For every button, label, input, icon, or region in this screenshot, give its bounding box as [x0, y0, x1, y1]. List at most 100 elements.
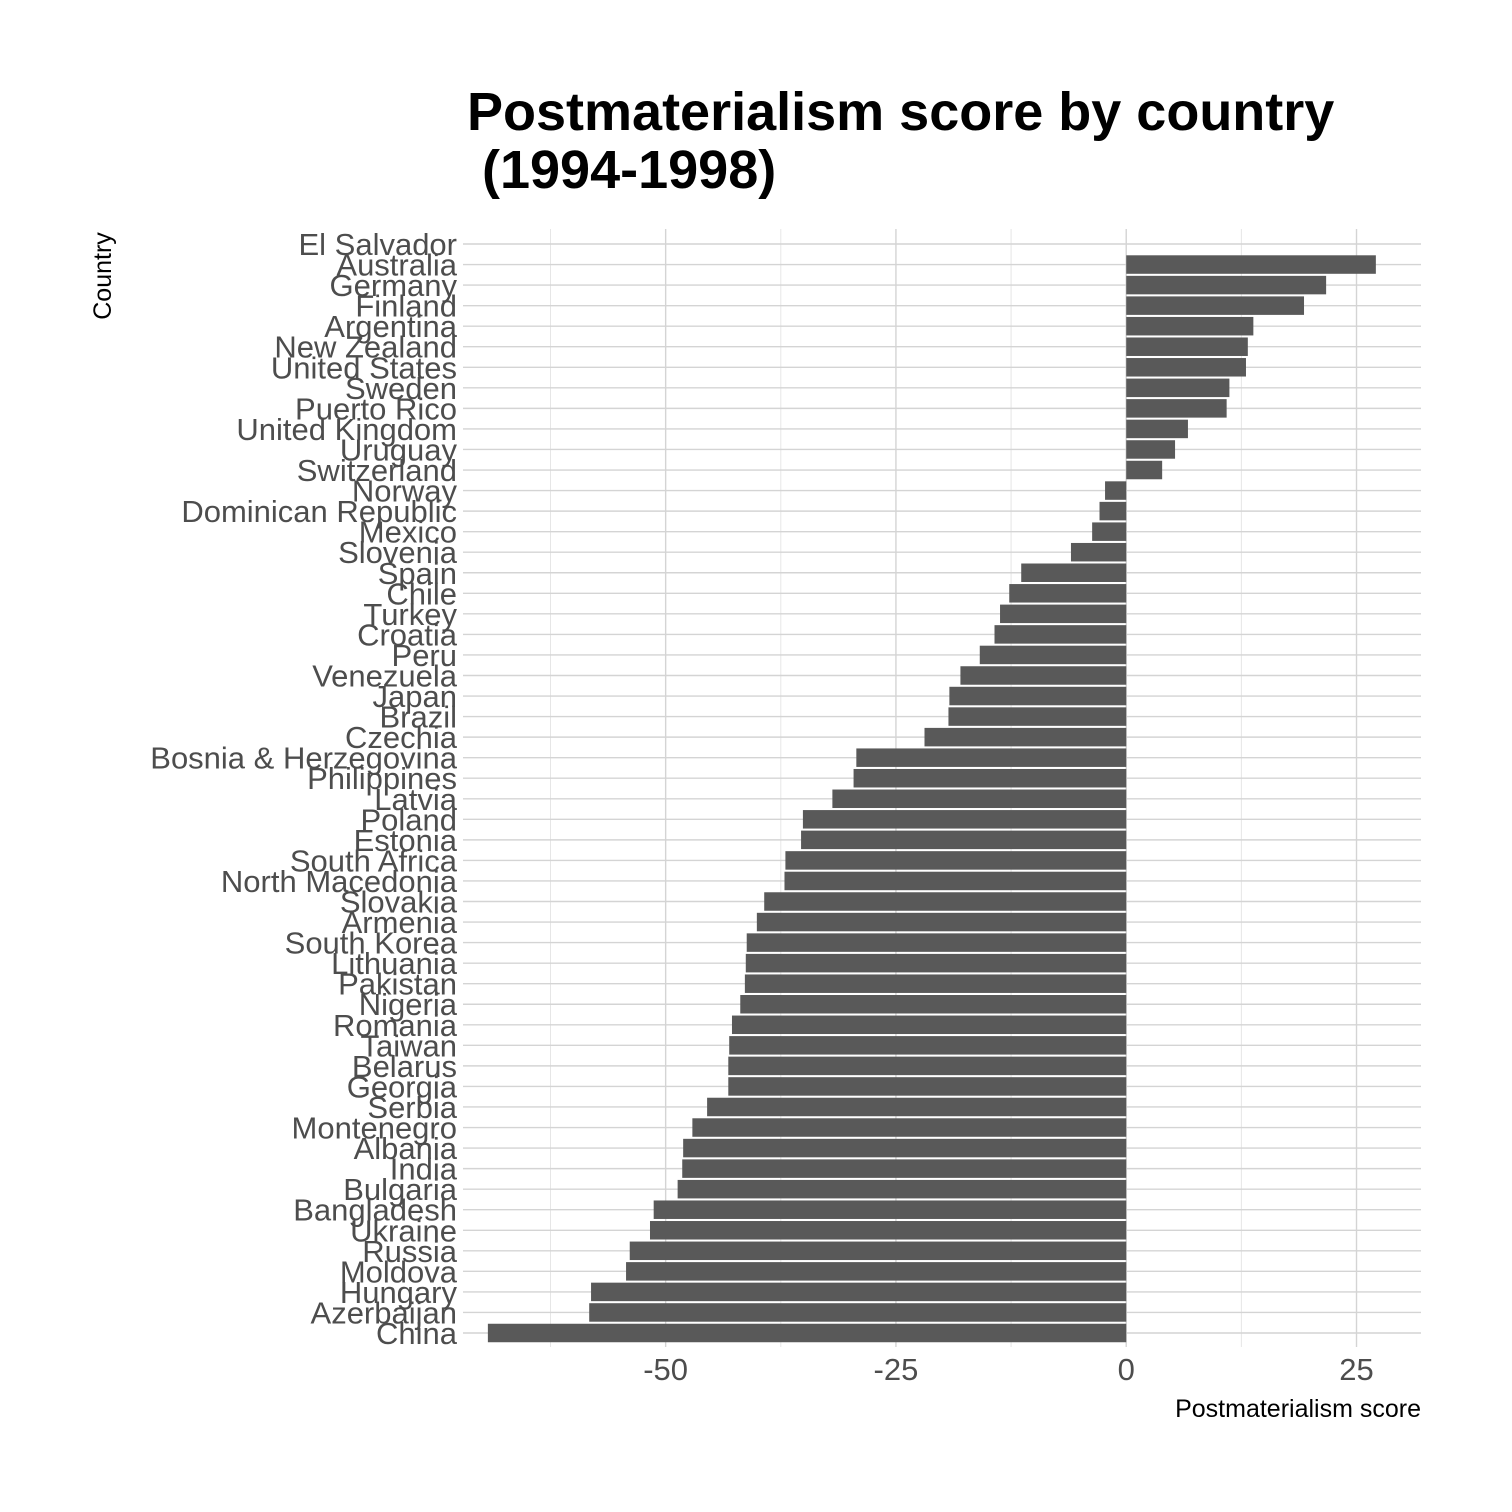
y-tick-label: Romania	[333, 1008, 458, 1043]
bar	[949, 686, 1127, 706]
bar	[994, 625, 1127, 644]
bar	[746, 933, 1127, 952]
y-tick-label: United Kingdom	[236, 412, 457, 447]
bar	[1126, 316, 1254, 336]
bar	[626, 1262, 1127, 1281]
y-tick-label: Bangladesh	[293, 1193, 457, 1228]
y-tick-label: Serbia	[367, 1090, 457, 1125]
y-tick-label: Estonia	[354, 823, 458, 858]
y-tick-label: Spain	[378, 556, 457, 591]
bar	[731, 1015, 1127, 1035]
y-tick-label: New Zealand	[274, 330, 457, 365]
y-tick-label: Bosnia & Herzegovina	[150, 741, 457, 776]
y-tick-label: Croatia	[357, 617, 458, 652]
bar	[1126, 419, 1188, 439]
bar	[1000, 604, 1127, 624]
y-tick-label: Sweden	[345, 371, 457, 406]
y-tick-label: Norway	[352, 474, 458, 509]
bar	[1070, 542, 1127, 562]
y-tick-label: Venezuela	[312, 658, 458, 693]
y-tick-label: North Macedonia	[221, 864, 458, 899]
y-tick-label: Poland	[360, 802, 457, 837]
bar	[1126, 440, 1176, 459]
bar	[682, 1159, 1127, 1178]
bar	[1099, 501, 1127, 521]
bar	[1021, 563, 1127, 583]
bar	[728, 1056, 1127, 1076]
bar	[1126, 460, 1163, 480]
y-tick-label: Azerbaijan	[311, 1295, 457, 1330]
bar	[856, 748, 1127, 767]
y-tick-label: Turkey	[363, 597, 457, 632]
y-tick-label: Chile	[386, 576, 457, 611]
bar	[1126, 337, 1248, 356]
bar	[729, 1036, 1127, 1055]
y-tick-label: Philippines	[307, 761, 457, 796]
bar	[1126, 255, 1376, 274]
y-tick-label: Switzerland	[297, 453, 457, 488]
y-axis-title: Country	[89, 232, 117, 320]
bar	[649, 1221, 1127, 1240]
bar	[764, 892, 1127, 911]
bars	[487, 255, 1376, 1343]
bar	[1126, 296, 1305, 315]
y-tick-label: India	[390, 1152, 458, 1187]
bar	[1126, 358, 1246, 377]
bar	[979, 645, 1127, 665]
y-tick-label: Pakistan	[338, 967, 457, 1002]
bar	[853, 768, 1127, 788]
bar	[677, 1179, 1127, 1199]
y-tick-label: Russia	[362, 1234, 458, 1269]
x-tick-label: -50	[643, 1352, 688, 1387]
y-tick-label: Georgia	[347, 1069, 458, 1104]
bar	[924, 727, 1127, 747]
chart-title-line-1: Postmaterialism score by country	[467, 82, 1334, 142]
y-tick-label: Argentina	[324, 309, 457, 344]
y-tick-label: Mexico	[359, 515, 457, 550]
y-tick-label: South Africa	[290, 843, 458, 878]
y-tick-label: Brazil	[379, 700, 457, 735]
bar	[1105, 481, 1127, 500]
y-tick-label: Finland	[355, 289, 457, 324]
x-tick-labels: -50 -25 0 25	[643, 1352, 1374, 1387]
bar	[948, 707, 1127, 726]
y-tick-label: Germany	[330, 268, 458, 303]
bar	[487, 1323, 1127, 1343]
y-tick-label: Belarus	[352, 1049, 457, 1084]
y-tick-label: Taiwan	[361, 1028, 458, 1063]
x-tick-label: 0	[1118, 1352, 1135, 1387]
y-tick-label: Latvia	[374, 782, 457, 817]
bar	[1126, 399, 1227, 418]
y-tick-label: Albania	[354, 1131, 458, 1166]
y-tick-label: Uruguay	[340, 432, 458, 467]
y-tick-label: Moldova	[340, 1254, 458, 1289]
bar	[728, 1077, 1127, 1096]
grid	[463, 229, 1421, 1347]
bar	[1092, 522, 1127, 541]
y-tick-label: El Salvador	[298, 227, 457, 262]
x-axis-title: Postmaterialism score	[1175, 1395, 1421, 1423]
bar	[745, 953, 1127, 973]
bar	[629, 1241, 1127, 1261]
bar	[692, 1118, 1127, 1137]
bar	[707, 1097, 1127, 1117]
y-tick-label: South Korea	[285, 926, 458, 961]
y-tick-label: Australia	[336, 248, 457, 283]
bar	[960, 666, 1127, 685]
y-tick-label: Puerto Rico	[295, 391, 457, 426]
bar	[756, 912, 1127, 932]
bar	[1126, 378, 1230, 398]
bar	[1009, 584, 1127, 603]
bar	[832, 789, 1127, 809]
x-tick-label: -25	[874, 1352, 919, 1387]
bar	[802, 810, 1127, 829]
x-tick-label: 25	[1339, 1352, 1373, 1387]
bar	[683, 1138, 1127, 1158]
y-tick-label: Hungary	[340, 1275, 458, 1310]
y-tick-label: Lithuania	[331, 946, 458, 981]
y-tick-label: Montenegro	[292, 1111, 457, 1146]
y-tick-label: United States	[271, 350, 457, 385]
bar	[801, 830, 1127, 850]
y-tick-label: Japan	[373, 679, 457, 714]
